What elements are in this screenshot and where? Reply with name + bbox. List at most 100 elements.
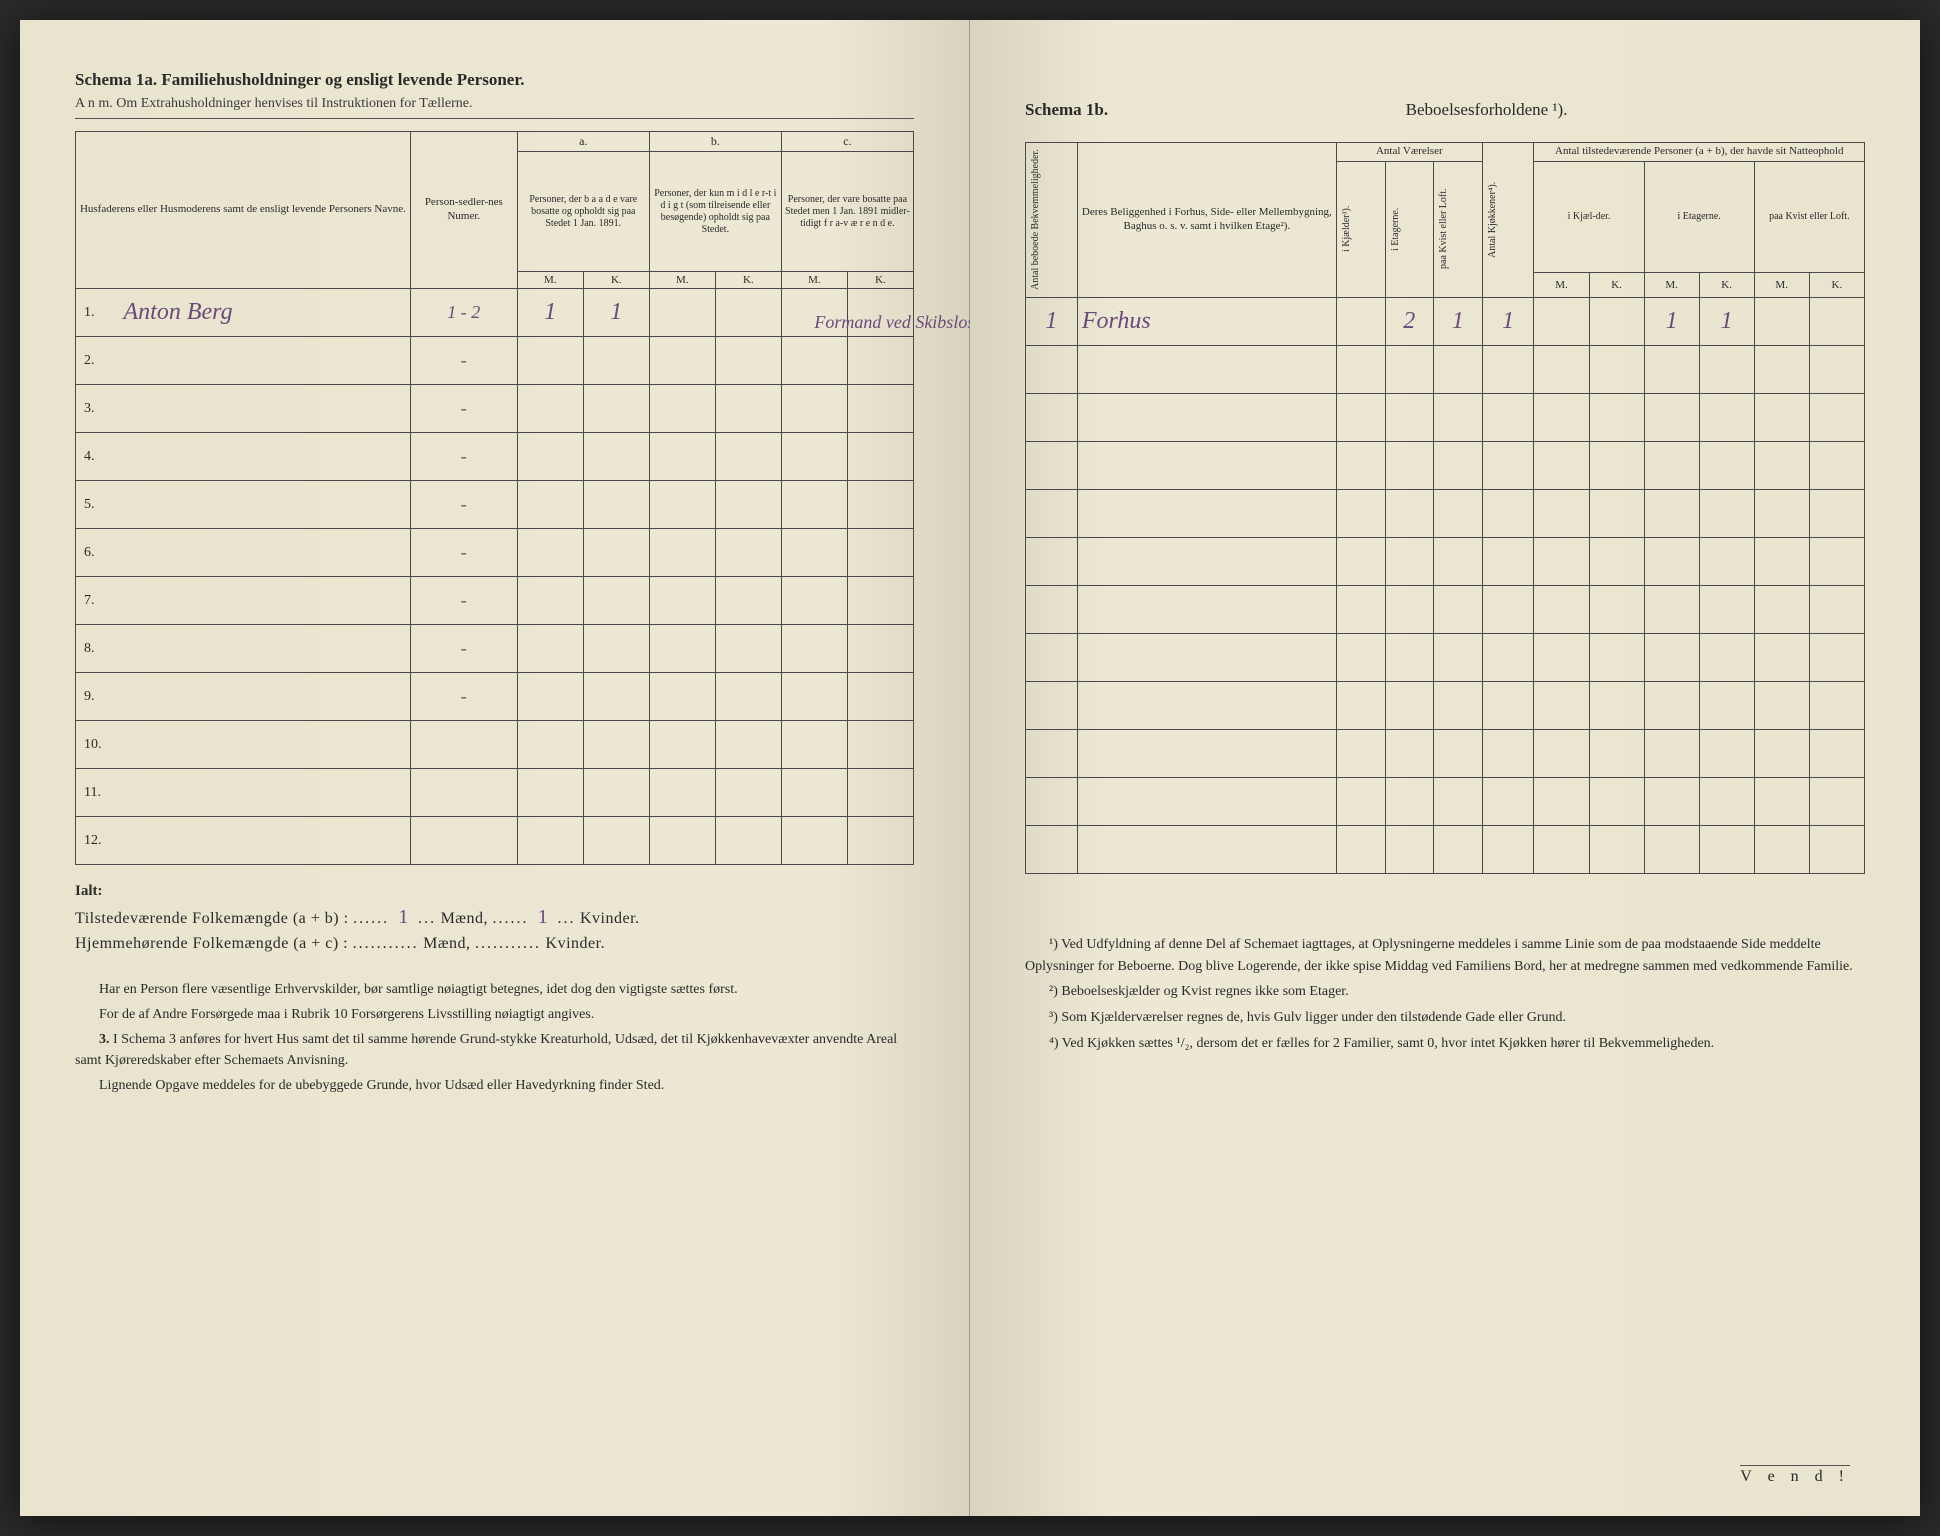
table-row xyxy=(1026,778,1865,826)
pk-k-cell xyxy=(1809,634,1864,682)
ie-k-cell xyxy=(1699,538,1754,586)
v-kv-cell xyxy=(1434,394,1483,442)
table-row xyxy=(1026,490,1865,538)
kjok-cell xyxy=(1482,586,1534,634)
table-body-left: 1. Anton Berg 1 - 2 1 1 Formand ved Skib… xyxy=(76,289,914,865)
table-header-right: Antal beboede Bekvemmeligheder. Deres Be… xyxy=(1026,143,1865,298)
ik-k-cell xyxy=(1589,826,1644,874)
total-ab-m: 1 xyxy=(394,906,414,929)
footnote-r2: ²) Beboelseskjælder og Kvist regnes ikke… xyxy=(1025,981,1865,1003)
a-k-cell xyxy=(583,337,649,385)
table-row xyxy=(1026,346,1865,394)
b-m-cell xyxy=(649,769,715,817)
kjok-cell xyxy=(1482,346,1534,394)
ik-m-cell xyxy=(1534,490,1589,538)
footnote-r4: ⁴) Ved Kjøkken sættes ¹/₂, dersom det er… xyxy=(1025,1033,1865,1055)
col-pk-m: M. xyxy=(1754,273,1809,298)
pk-k-cell xyxy=(1809,346,1864,394)
pk-m-cell xyxy=(1754,634,1809,682)
col-ie: i Etagerne. xyxy=(1644,161,1754,272)
bekv-cell xyxy=(1026,490,1078,538)
col-ik-m: M. xyxy=(1534,273,1589,298)
a-k-cell xyxy=(583,625,649,673)
a-k-cell xyxy=(583,433,649,481)
bekv-cell xyxy=(1026,586,1078,634)
col-v-kvist: paa Kvist eller Loft. xyxy=(1434,161,1483,297)
a-m-cell xyxy=(517,433,583,481)
kjok-cell xyxy=(1482,778,1534,826)
ie-k-cell: 1 xyxy=(1699,298,1754,346)
sedler-cell xyxy=(410,817,517,865)
v-kv-cell: 1 xyxy=(1434,298,1483,346)
pk-m-cell xyxy=(1754,586,1809,634)
c-m-cell xyxy=(781,769,847,817)
a-k-cell: 1 xyxy=(583,289,649,337)
ik-k-cell xyxy=(1589,394,1644,442)
ie-m-cell xyxy=(1644,346,1699,394)
col-v-kjaelder: i Kjælder³). xyxy=(1336,161,1385,297)
ik-k-cell xyxy=(1589,490,1644,538)
c-m-cell xyxy=(781,337,847,385)
sedler-cell: - xyxy=(410,481,517,529)
sedler-cell: - xyxy=(410,433,517,481)
totals-line-ac: Hjemmehørende Folkemængde (a + c) : ....… xyxy=(75,935,914,953)
v-e-cell xyxy=(1385,634,1434,682)
ie-m-cell xyxy=(1644,586,1699,634)
v-e-cell xyxy=(1385,538,1434,586)
row-number: 1. xyxy=(76,289,120,337)
bekv-cell xyxy=(1026,538,1078,586)
ik-m-cell xyxy=(1534,442,1589,490)
ik-m-cell xyxy=(1534,394,1589,442)
ie-m-cell: 1 xyxy=(1644,298,1699,346)
belig-cell xyxy=(1077,730,1336,778)
pk-m-cell xyxy=(1754,730,1809,778)
ie-m-cell xyxy=(1644,442,1699,490)
a-k-cell xyxy=(583,817,649,865)
a-k-cell xyxy=(583,577,649,625)
table-row: 1. Anton Berg 1 - 2 1 1 Formand ved Skib… xyxy=(76,289,914,337)
pk-k-cell xyxy=(1809,778,1864,826)
ie-m-cell xyxy=(1644,826,1699,874)
ik-k-cell xyxy=(1589,346,1644,394)
a-k-cell xyxy=(583,529,649,577)
ik-m-cell xyxy=(1534,826,1589,874)
table-row: 10. xyxy=(76,721,914,769)
col-c-label: c. xyxy=(781,132,913,152)
v-k-cell xyxy=(1336,586,1385,634)
ie-k-cell xyxy=(1699,394,1754,442)
a-m-cell xyxy=(517,721,583,769)
schema-1b-label: Schema 1b. xyxy=(1025,100,1108,120)
name-cell xyxy=(120,337,411,385)
v-k-cell xyxy=(1336,682,1385,730)
belig-cell: Forhus xyxy=(1077,298,1336,346)
v-kv-cell xyxy=(1434,778,1483,826)
ik-k-cell xyxy=(1589,442,1644,490)
footnote-r3: ³) Som Kjælderværelser regnes de, hvis G… xyxy=(1025,1007,1865,1029)
b-k-cell xyxy=(715,769,781,817)
col-bk: K. xyxy=(715,272,781,289)
b-m-cell xyxy=(649,433,715,481)
ik-k-cell xyxy=(1589,634,1644,682)
schema-1b-title-row: Schema 1b. Beboelsesforholdene ¹). xyxy=(1025,100,1865,126)
a-k-cell xyxy=(583,385,649,433)
bekv-cell xyxy=(1026,682,1078,730)
footnote-r1: ¹) Ved Udfyldning af denne Del af Schema… xyxy=(1025,934,1865,977)
census-book-spread: Schema 1a. Familiehusholdninger og ensli… xyxy=(20,20,1920,1516)
col-ie-k: K. xyxy=(1699,273,1754,298)
schema-1b-heading: Beboelsesforholdene ¹). xyxy=(1406,100,1568,120)
pk-m-cell xyxy=(1754,298,1809,346)
pk-k-cell xyxy=(1809,442,1864,490)
ie-k-cell xyxy=(1699,442,1754,490)
a-m-cell xyxy=(517,481,583,529)
col-bekv: Antal beboede Bekvemmeligheder. xyxy=(1026,143,1078,298)
pk-k-cell xyxy=(1809,730,1864,778)
b-m-cell xyxy=(649,721,715,769)
table-row xyxy=(1026,682,1865,730)
pk-m-cell xyxy=(1754,490,1809,538)
bekv-cell xyxy=(1026,442,1078,490)
col-cm: M. xyxy=(781,272,847,289)
c-m-cell xyxy=(781,433,847,481)
sedler-cell xyxy=(410,721,517,769)
c-m-cell xyxy=(781,817,847,865)
table-row: 12. xyxy=(76,817,914,865)
